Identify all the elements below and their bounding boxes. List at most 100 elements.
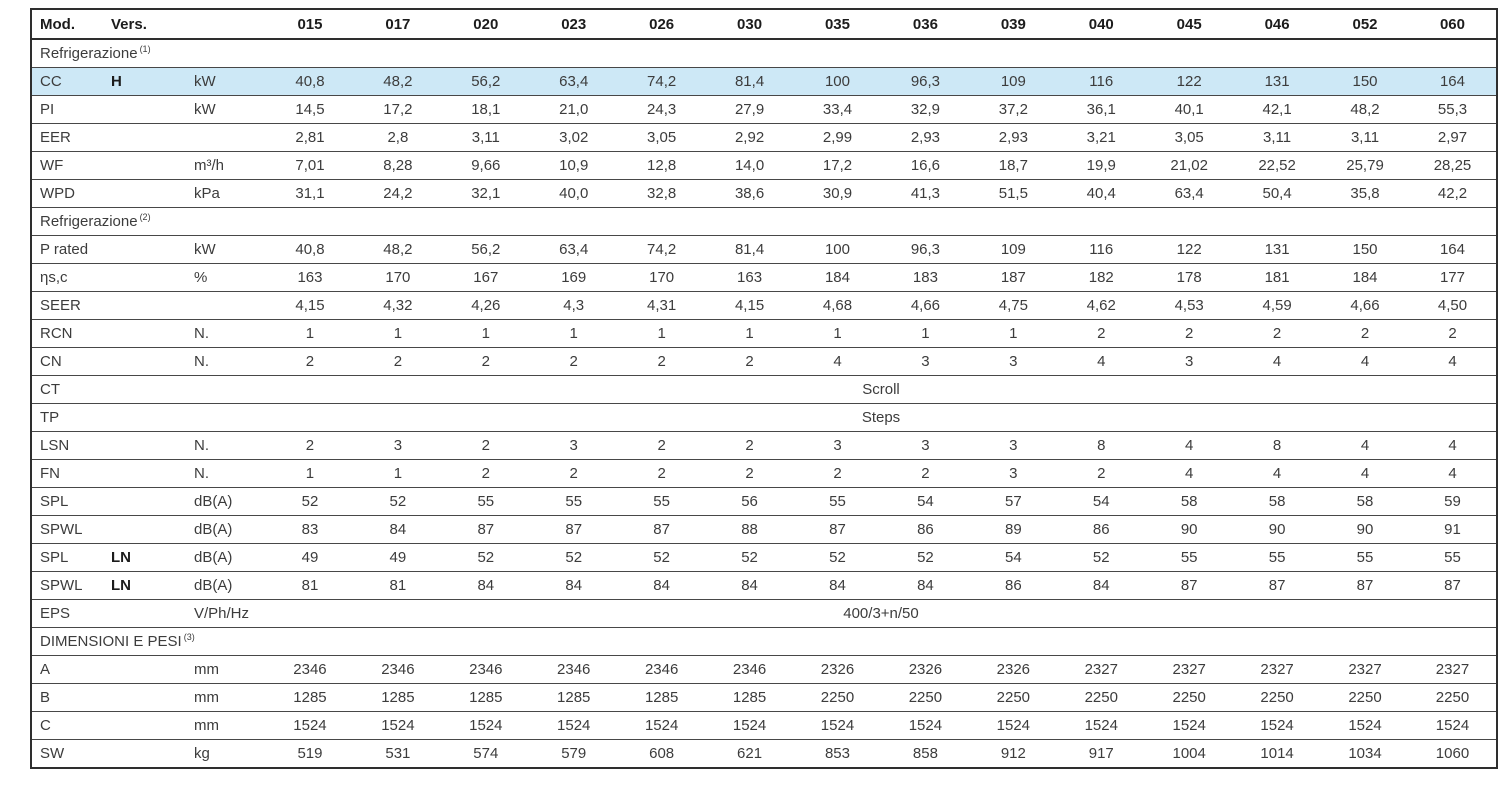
cell-value: 87 (477, 521, 495, 538)
cell-value: 52 (389, 493, 407, 510)
cell-value: 1 (569, 325, 578, 342)
row-version (101, 124, 186, 152)
table-row: CT Scroll (31, 376, 1497, 404)
cell-value: 4,3 (563, 297, 585, 314)
cell-value: 87 (829, 521, 846, 538)
cell-value: 27,9 (734, 101, 765, 118)
cell-value: 52 (653, 549, 670, 566)
cell-value: 579 (561, 745, 587, 762)
cell-value: 54 (917, 493, 934, 510)
cell-value: 41,3 (910, 185, 941, 202)
column-header-model-020: 020 (473, 15, 499, 33)
cell-value: 170 (649, 269, 675, 286)
row-unit: kW (186, 67, 266, 96)
cell-value: 1524 (381, 717, 415, 734)
cell-value: 52 (1092, 549, 1110, 566)
cell-value: 2,93 (998, 129, 1028, 146)
cell-value: 3 (1009, 353, 1018, 370)
row-version: LN (111, 549, 131, 566)
cell-value: 58 (1180, 493, 1198, 510)
column-header-model-052: 052 (1352, 15, 1378, 33)
cell-value: 917 (1088, 745, 1114, 762)
cell-value: 3 (833, 437, 842, 454)
cell-value: 40,1 (1174, 101, 1204, 118)
table-row: SW kg 519 531 574 579 608 621 853 858 912 917 1004 10… (31, 740, 1497, 769)
section-footnote-ref: (1) (139, 44, 151, 54)
cell-value: 1 (305, 325, 315, 342)
cell-value: 1 (657, 325, 666, 342)
row-unit (186, 124, 266, 152)
cell-value: 122 (1145, 67, 1234, 96)
row-version (101, 740, 186, 769)
cell-value: 54 (1092, 493, 1110, 510)
cell-value: 87 (1180, 577, 1198, 594)
cell-value: 3 (393, 437, 403, 454)
cell-value: 1524 (644, 717, 679, 734)
cell-value: 19,9 (1086, 157, 1116, 174)
cell-value: 84 (1092, 577, 1110, 594)
cell-value: 17,2 (822, 157, 853, 174)
cell-value: 1285 (557, 689, 591, 706)
cell-value: 519 (297, 745, 323, 762)
cell-value: 16,6 (910, 157, 941, 174)
row-version (101, 600, 186, 628)
cell-value: 55 (1444, 549, 1461, 566)
row-label: WPD (40, 185, 75, 202)
cell-value: 10,9 (559, 157, 589, 174)
cell-value: 2 (921, 465, 930, 482)
column-header-vers: Vers. (111, 15, 147, 33)
table-row: FN N. 1 1 2 2 2 2 2 2 3 2 4 4 4 4 (31, 460, 1497, 488)
row-version (101, 180, 186, 208)
cell-value: 81 (301, 577, 319, 594)
section-label: Refrigerazione (40, 45, 138, 62)
row-version: LN (111, 577, 131, 594)
cell-value: 2 (1360, 325, 1370, 342)
cell-value: 42,1 (1262, 101, 1292, 118)
cell-value: 87 (653, 521, 670, 538)
cell-value: 2346 (557, 661, 591, 678)
cell-value: 621 (737, 745, 763, 762)
row-unit (186, 376, 266, 404)
cell-value: 178 (1176, 269, 1202, 286)
cell-value: 55 (1268, 549, 1286, 566)
cell-value: 4,66 (1350, 297, 1380, 314)
row-version (101, 488, 186, 516)
column-header-model-030: 030 (737, 15, 763, 33)
cell-value: 2 (481, 465, 490, 482)
cell-value: 4 (1360, 353, 1370, 370)
cell-value: 1285 (644, 689, 679, 706)
cell-value: 57 (1004, 493, 1022, 510)
cell-value: 150 (1352, 241, 1378, 258)
row-label: SW (40, 745, 65, 762)
cell-value: 4 (833, 353, 842, 370)
cell-value: 1 (921, 325, 930, 342)
cell-value: 74,2 (647, 241, 677, 258)
cell-value: 9,66 (471, 157, 501, 174)
column-header-model-023: 023 (561, 15, 587, 33)
cell-value: 1 (393, 325, 403, 342)
column-header-mod: Mod. (40, 15, 75, 33)
cell-value: 4,26 (471, 297, 501, 314)
cell-value: 52 (565, 549, 583, 566)
cell-value: 32,9 (910, 101, 941, 118)
row-version (101, 292, 186, 320)
cell-value: 853 (824, 745, 850, 762)
cell-value: 81 (389, 577, 407, 594)
row-version (101, 656, 186, 684)
cell-value: 1524 (1348, 717, 1382, 734)
cell-value: 2346 (732, 661, 767, 678)
row-span-value: Steps (861, 409, 901, 426)
cell-value: 8 (1272, 437, 1282, 454)
cell-value: 109 (1000, 241, 1026, 258)
cell-value: 52 (917, 549, 934, 566)
cell-value: 48,2 (383, 241, 413, 258)
cell-value: 116 (1057, 67, 1146, 96)
cell-value: 2327 (1084, 661, 1118, 678)
row-version (101, 404, 186, 432)
row-label: CN (40, 353, 62, 370)
cell-value: 40,8 (266, 67, 354, 96)
cell-value: 4,31 (647, 297, 677, 314)
cell-value: 84 (917, 577, 934, 594)
cell-value: 4 (1185, 465, 1194, 482)
